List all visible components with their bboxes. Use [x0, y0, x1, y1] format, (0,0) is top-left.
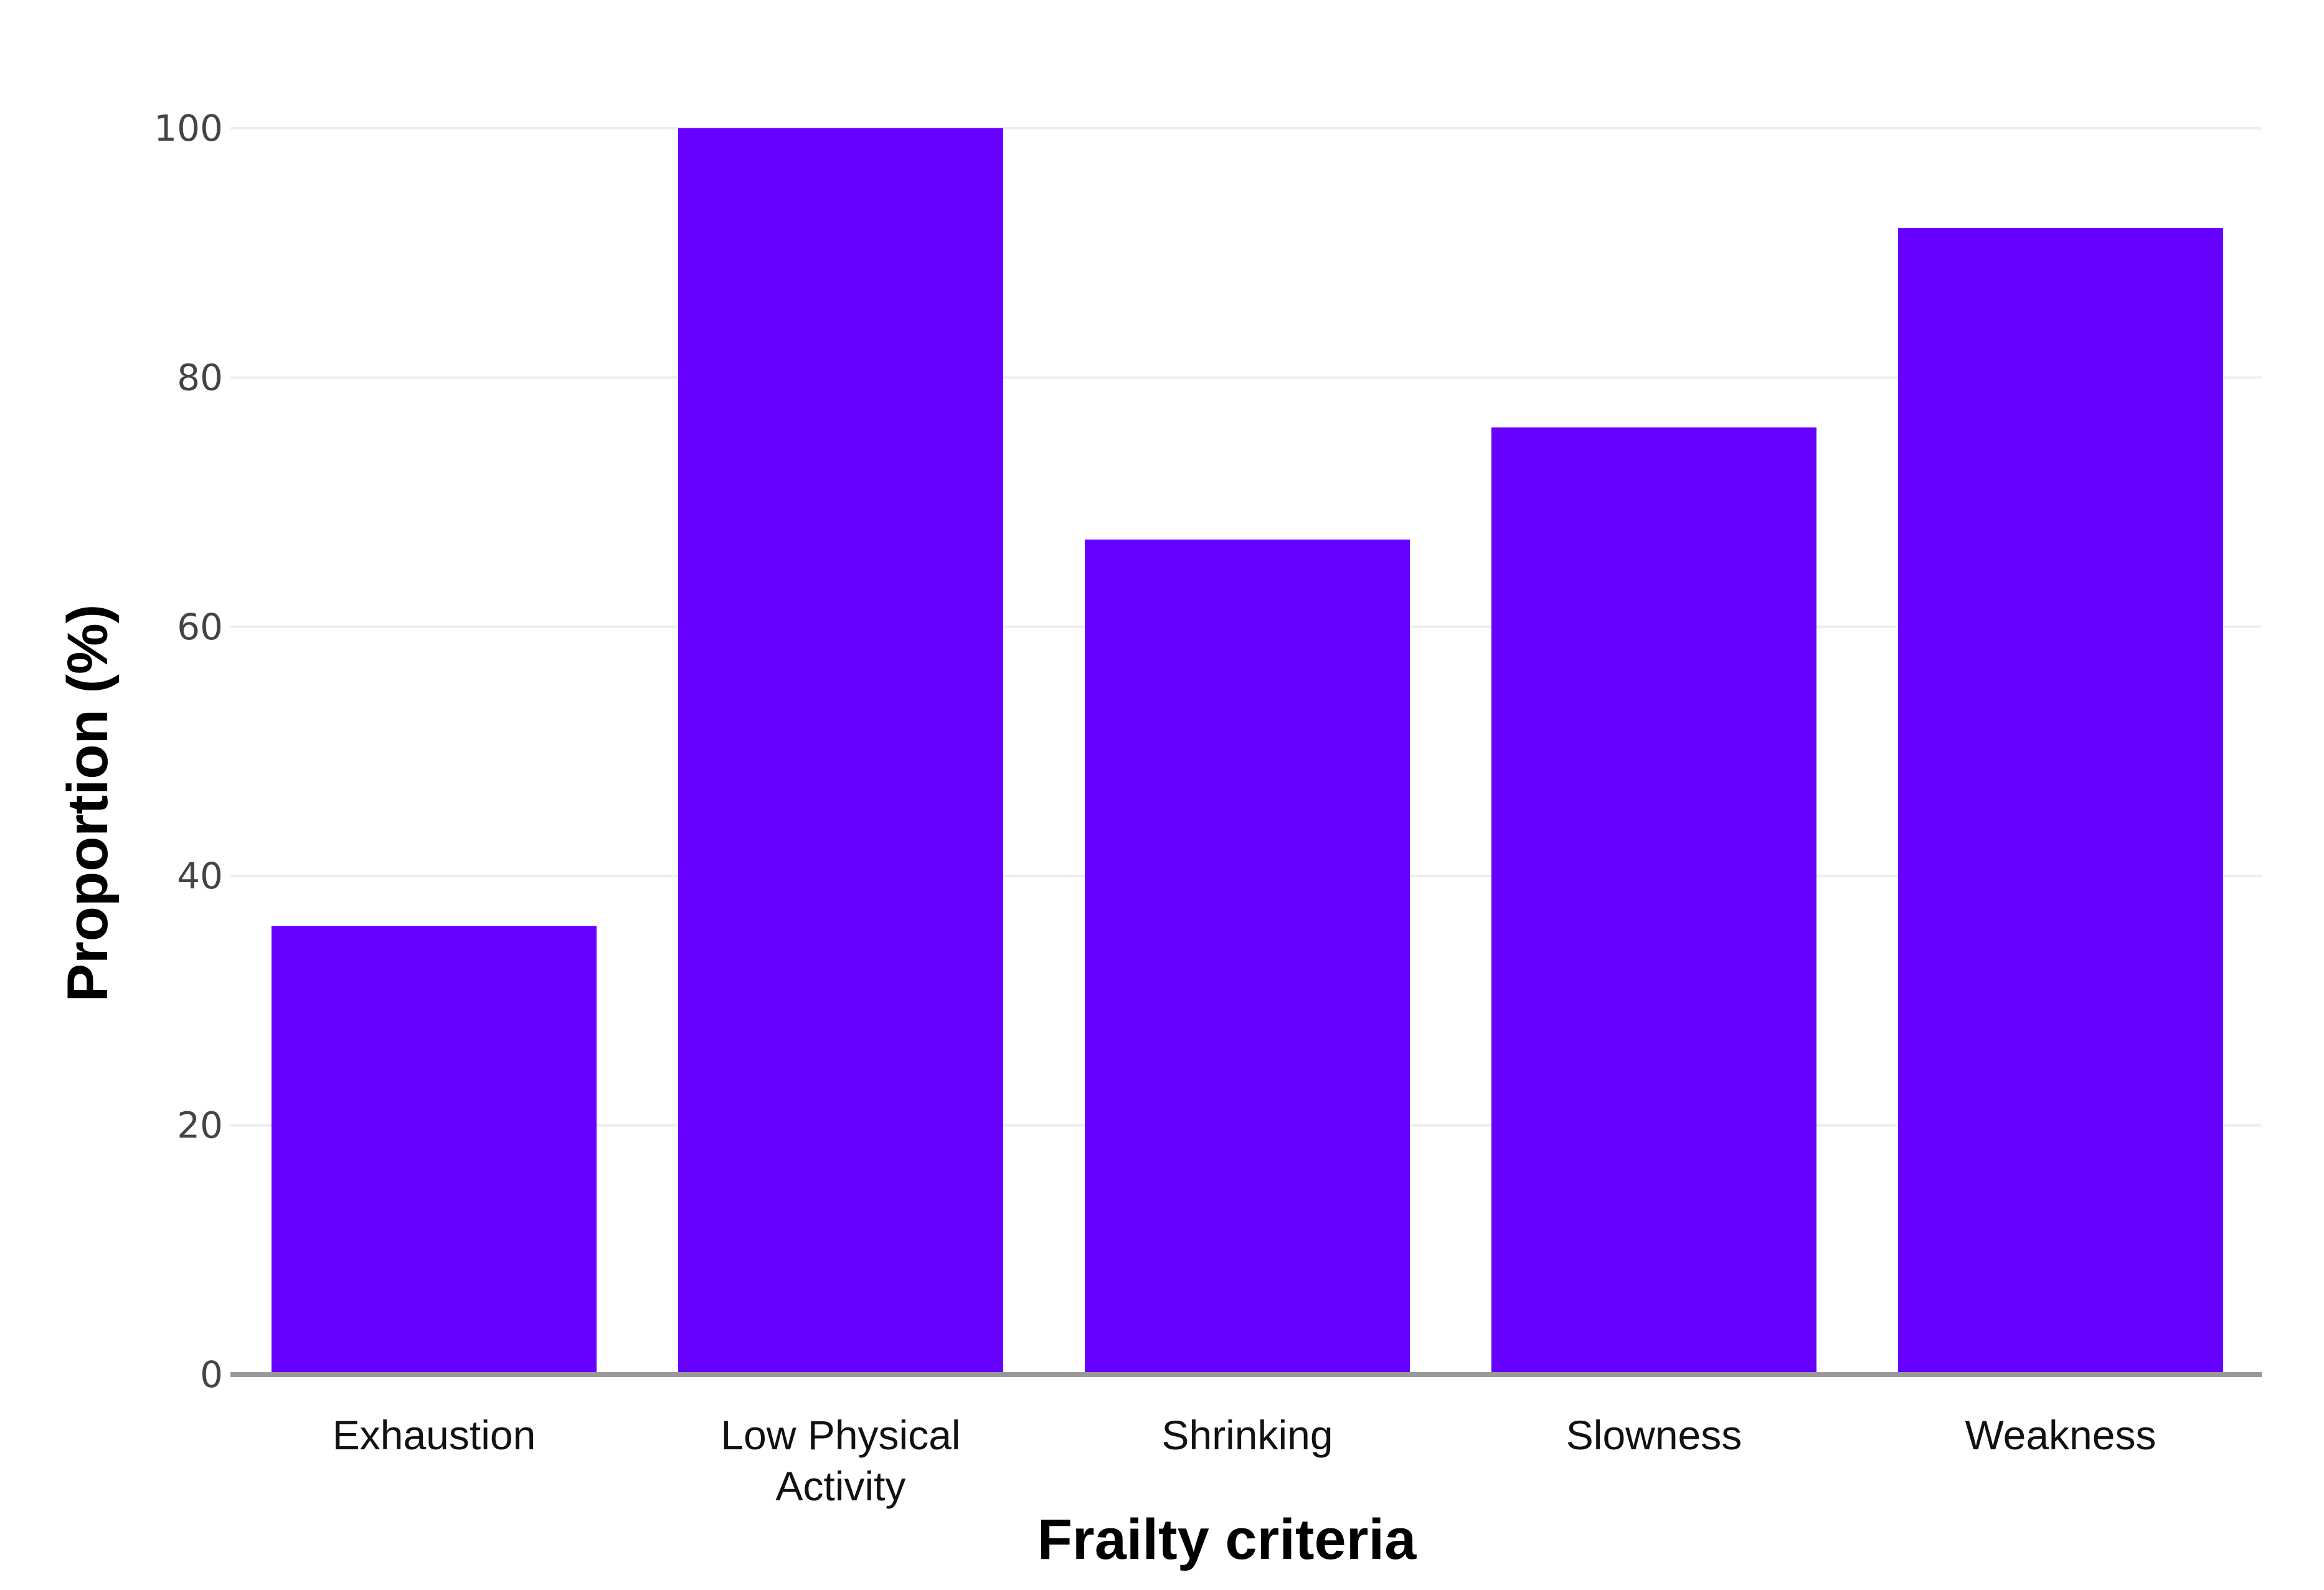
x-tick-label-line: Low Physical — [720, 1412, 960, 1458]
x-tick-label: Low Physical Activity — [720, 1412, 960, 1509]
y-tick-label: 20 — [177, 1104, 223, 1147]
bar-low-physical-activity — [678, 128, 1003, 1375]
x-tick-label: Weakness — [1965, 1412, 2156, 1458]
x-tick-label-line: Exhaustion — [333, 1412, 536, 1458]
x-axis-title: Frailty criteria — [1037, 1508, 1417, 1571]
bar-shrinking — [1085, 539, 1410, 1375]
y-tick-label: 60 — [177, 606, 223, 648]
y-axis-title: Proportion (%) — [56, 604, 120, 1002]
x-axis-ticks: Exhaustion Low Physical Activity Shrinking S… — [333, 1412, 2156, 1509]
x-tick-label-line: Weakness — [1965, 1412, 2156, 1458]
bar-weakness — [1898, 228, 2223, 1375]
x-tick-label-line: Shrinking — [1161, 1412, 1333, 1458]
y-tick-label: 80 — [177, 356, 223, 398]
x-tick-label: Exhaustion — [333, 1412, 536, 1458]
x-tick-label: Shrinking — [1161, 1412, 1333, 1458]
x-tick-label: Slowness — [1566, 1412, 1742, 1458]
bar-slowness — [1491, 427, 1816, 1375]
x-tick-label-line: Slowness — [1566, 1412, 1742, 1458]
bars — [272, 128, 2223, 1375]
y-tick-label: 100 — [154, 107, 223, 149]
x-tick-label-line: Activity — [775, 1463, 905, 1509]
bar-exhaustion — [272, 926, 597, 1375]
y-tick-label: 40 — [177, 855, 223, 897]
y-axis-ticks: 0 20 40 60 80 100 — [154, 107, 223, 1396]
y-tick-label: 0 — [200, 1353, 223, 1396]
